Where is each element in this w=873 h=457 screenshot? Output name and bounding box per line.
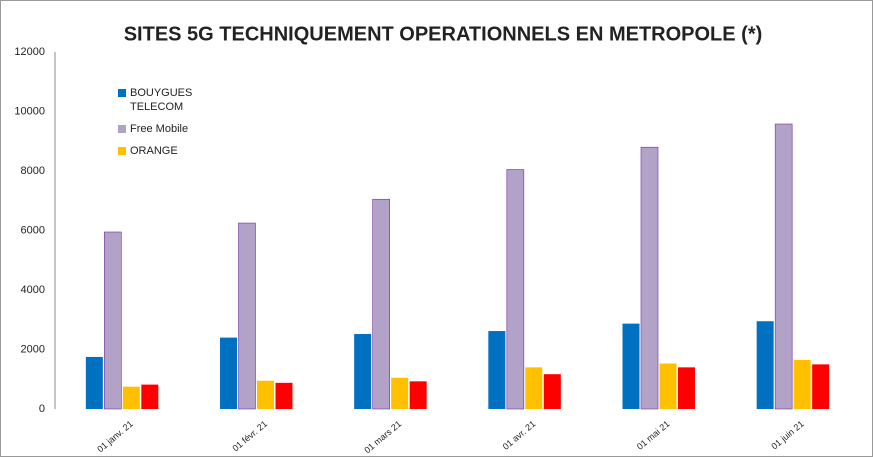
bar [220, 337, 237, 409]
bar [756, 321, 774, 409]
legend-label: BOUYGUES TELECOM [130, 87, 193, 113]
bar [372, 198, 390, 410]
legend: BOUYGUES TELECOM Free Mobile ORANGE [118, 86, 208, 166]
y-tick-label: 8000 [21, 165, 45, 177]
y-tick-label: 10000 [14, 105, 45, 117]
bar [354, 334, 372, 409]
bar [659, 363, 677, 409]
chart-title: SITES 5G TECHNIQUEMENT OPERATIONNELS EN … [124, 23, 763, 45]
bar [391, 377, 409, 409]
bar [238, 222, 256, 410]
legend-item: Free Mobile [118, 122, 208, 136]
bar [488, 331, 506, 409]
bar [774, 123, 793, 410]
bar [543, 374, 561, 409]
legend-swatch [118, 125, 126, 133]
bar [104, 231, 122, 410]
bar [622, 323, 640, 409]
legend-label: Free Mobile [130, 123, 189, 135]
y-tick-label: 12000 [14, 46, 45, 58]
bar [141, 384, 159, 409]
legend-swatch [118, 89, 126, 97]
bar [793, 359, 811, 409]
bar [409, 381, 427, 409]
bar [678, 367, 695, 409]
y-tick-label: 4000 [21, 284, 45, 296]
legend-swatch [118, 147, 126, 155]
bar [812, 364, 830, 409]
bar [275, 382, 293, 409]
bar [122, 386, 140, 409]
bar [85, 356, 103, 409]
y-tick-label: 2000 [21, 343, 45, 355]
legend-item: BOUYGUES TELECOM [118, 86, 208, 114]
bar [257, 380, 274, 409]
bar [525, 367, 543, 409]
y-tick-label: 6000 [21, 224, 45, 236]
bar [506, 169, 525, 410]
legend-label: ORANGE [130, 145, 178, 157]
legend-item: ORANGE [118, 144, 208, 158]
bar [640, 146, 659, 410]
y-tick-label: 0 [39, 403, 45, 415]
